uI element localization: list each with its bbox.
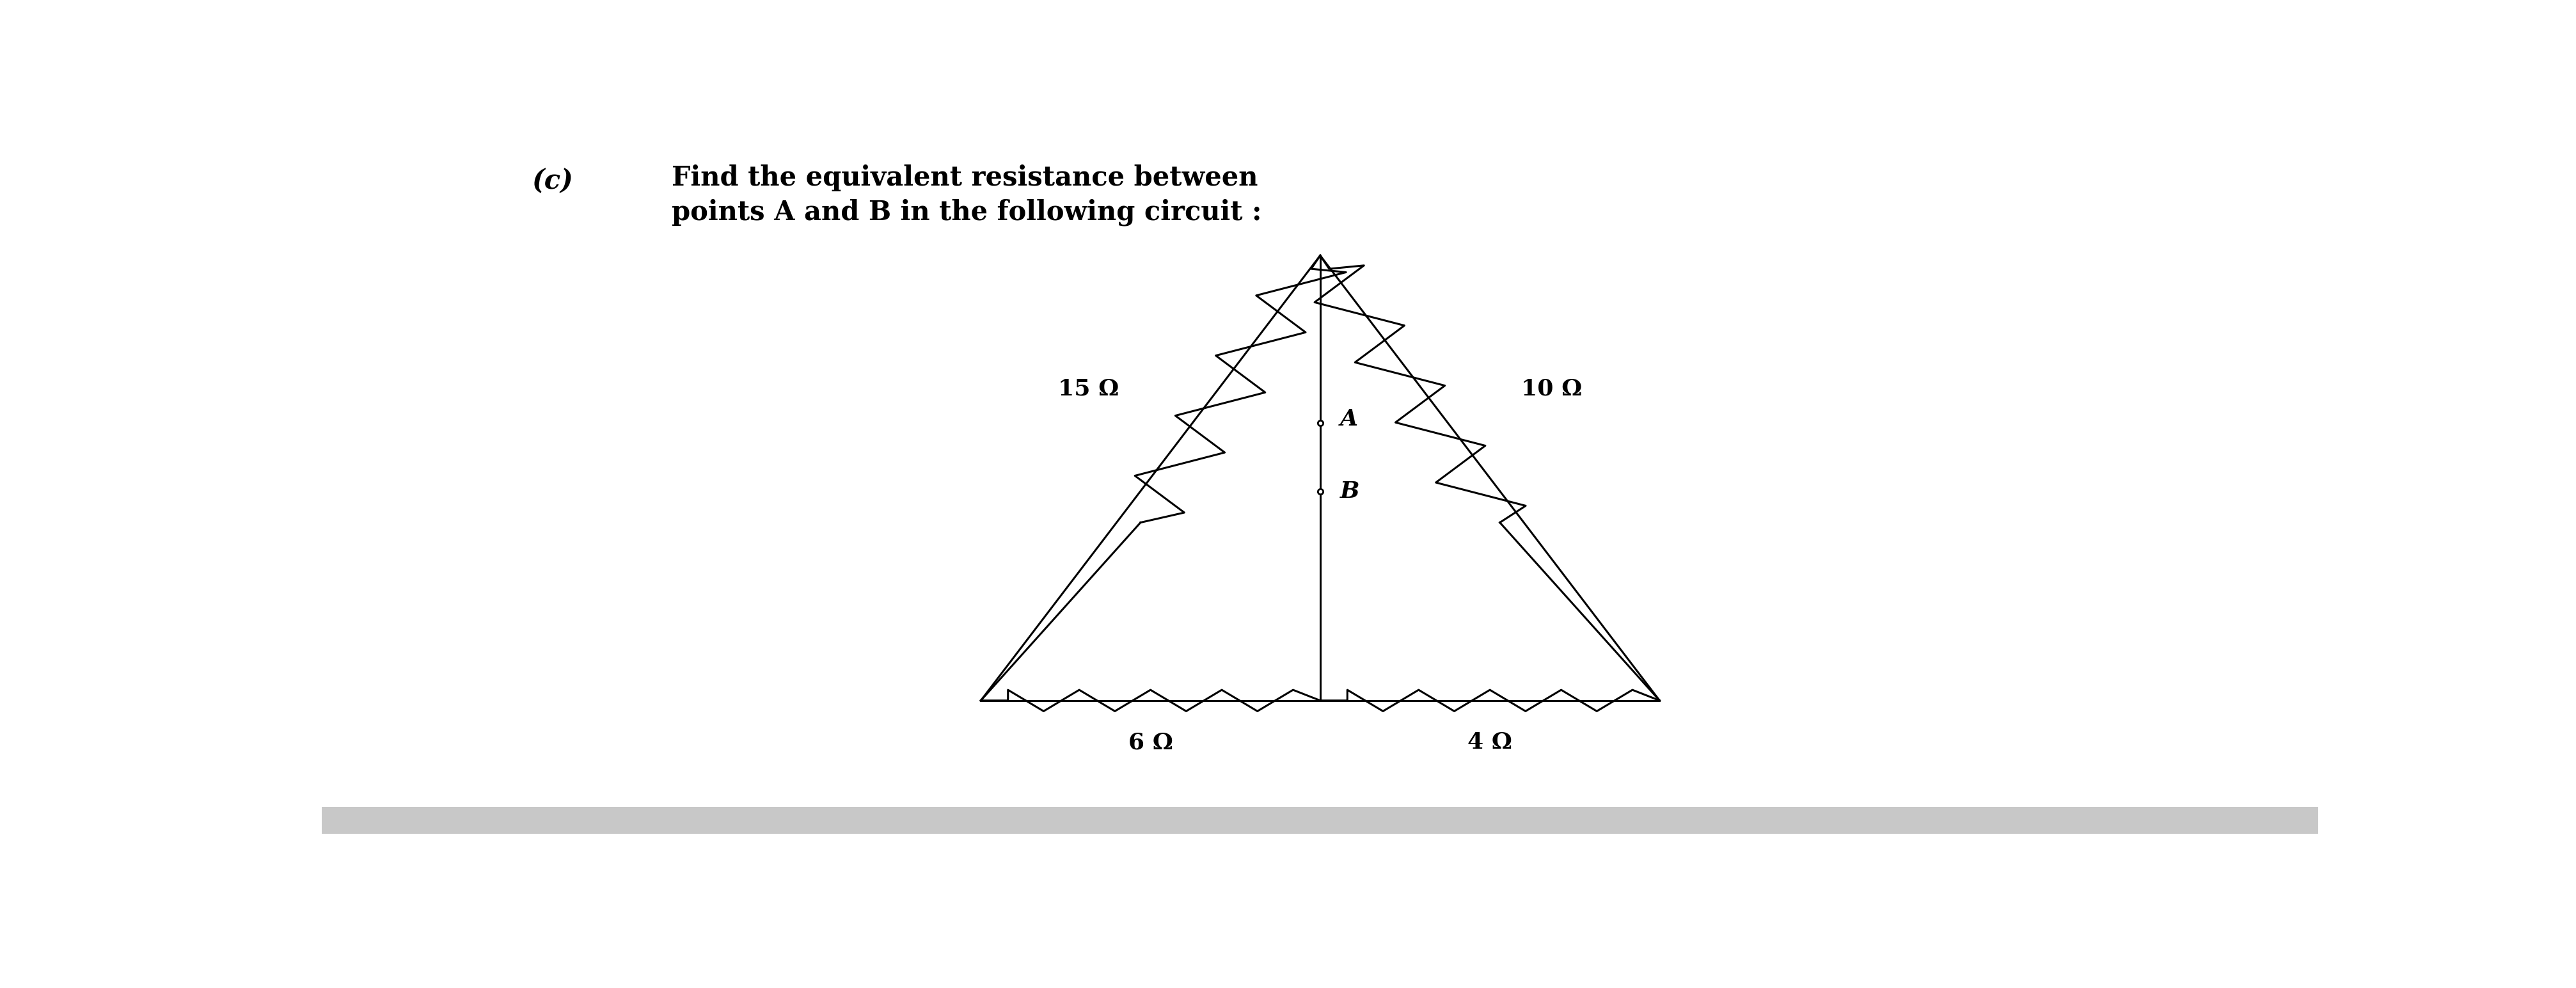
Text: 6 Ω: 6 Ω [1128, 731, 1172, 753]
Bar [322, 807, 2318, 834]
Text: B: B [1340, 480, 1360, 502]
Text: Find the equivalent resistance between: Find the equivalent resistance between [672, 164, 1257, 191]
Text: 10 Ω: 10 Ω [1522, 378, 1582, 400]
Text: points A and B in the following circuit :: points A and B in the following circuit … [672, 199, 1262, 225]
Text: A: A [1340, 408, 1358, 430]
Text: 15 Ω: 15 Ω [1059, 378, 1118, 400]
Text: (c): (c) [531, 168, 572, 195]
Text: 4 Ω: 4 Ω [1468, 731, 1512, 753]
